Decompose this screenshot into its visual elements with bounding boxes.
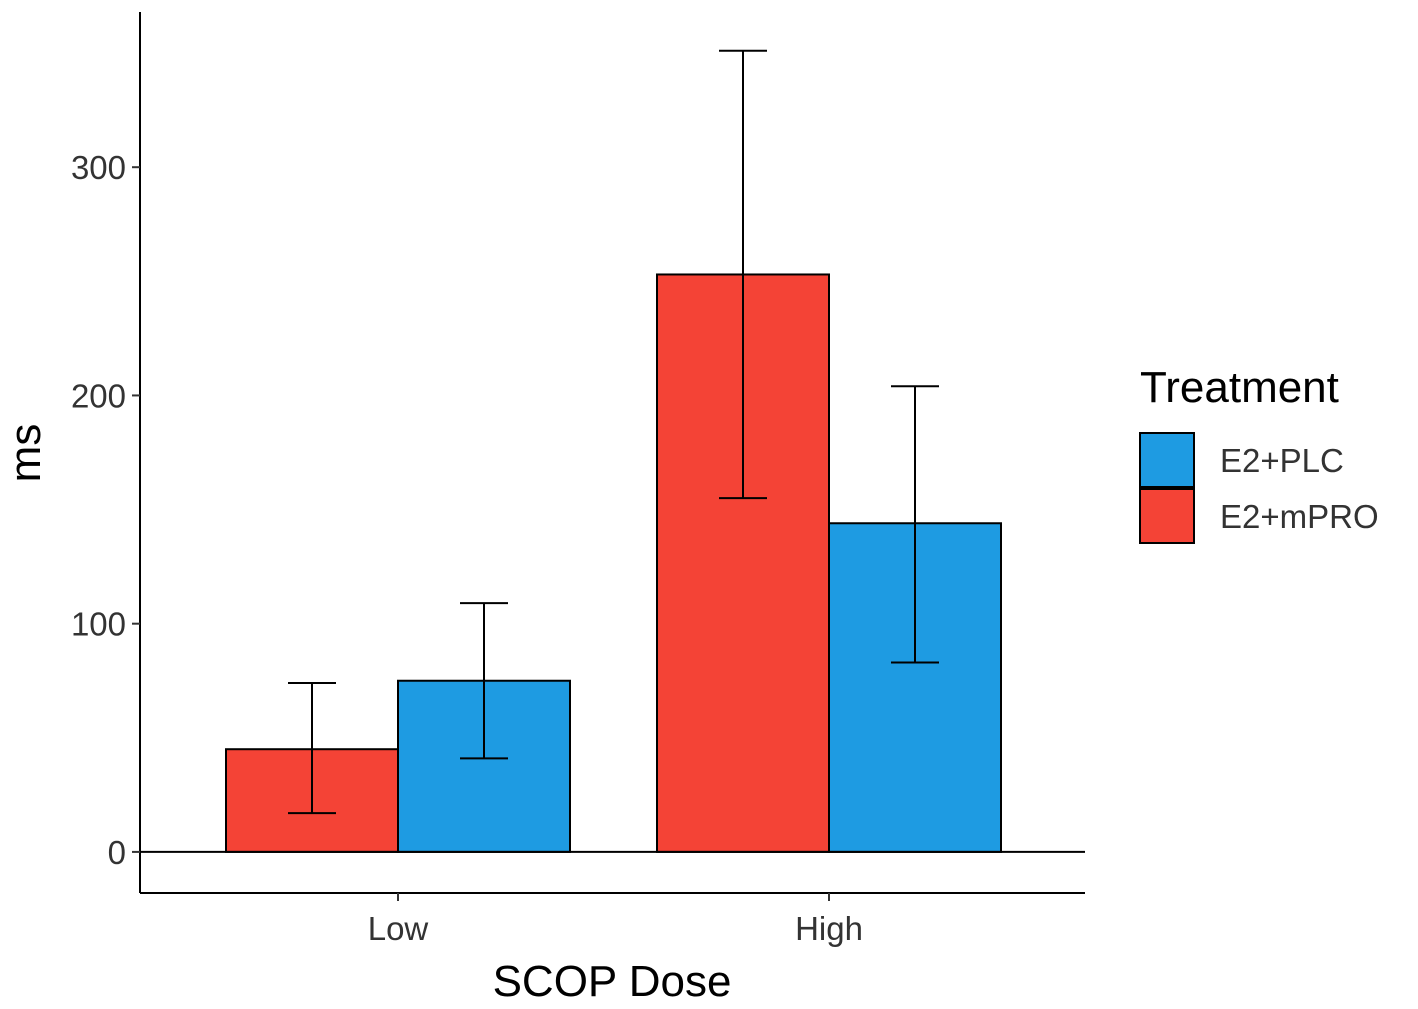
legend-label-E2+PLC: E2+PLC bbox=[1220, 442, 1344, 479]
legend-key-E2+mPRO bbox=[1139, 488, 1195, 544]
y-tick-label: 300 bbox=[71, 149, 126, 186]
x-tick-label: High bbox=[795, 910, 863, 947]
y-tick-label: 200 bbox=[71, 377, 126, 414]
legend-key-E2+PLC bbox=[1139, 432, 1195, 488]
x-axis-title: SCOP Dose bbox=[493, 957, 732, 1006]
legend: Treatment E2+PLC E2+mPRO bbox=[1139, 363, 1379, 544]
y-tick-label: 0 bbox=[108, 834, 126, 871]
y-ticks: 0 100 200 300 bbox=[71, 149, 140, 871]
bars bbox=[225, 273, 1002, 853]
legend-title: Treatment bbox=[1140, 363, 1339, 412]
axes bbox=[139, 12, 1085, 894]
y-axis-title: ms bbox=[1, 424, 50, 483]
x-ticks: Low High bbox=[368, 893, 863, 947]
legend-label-E2+mPRO: E2+mPRO bbox=[1220, 498, 1379, 535]
y-tick-label: 100 bbox=[71, 606, 126, 643]
x-tick-label: Low bbox=[368, 910, 429, 947]
error-bars bbox=[288, 49, 939, 815]
